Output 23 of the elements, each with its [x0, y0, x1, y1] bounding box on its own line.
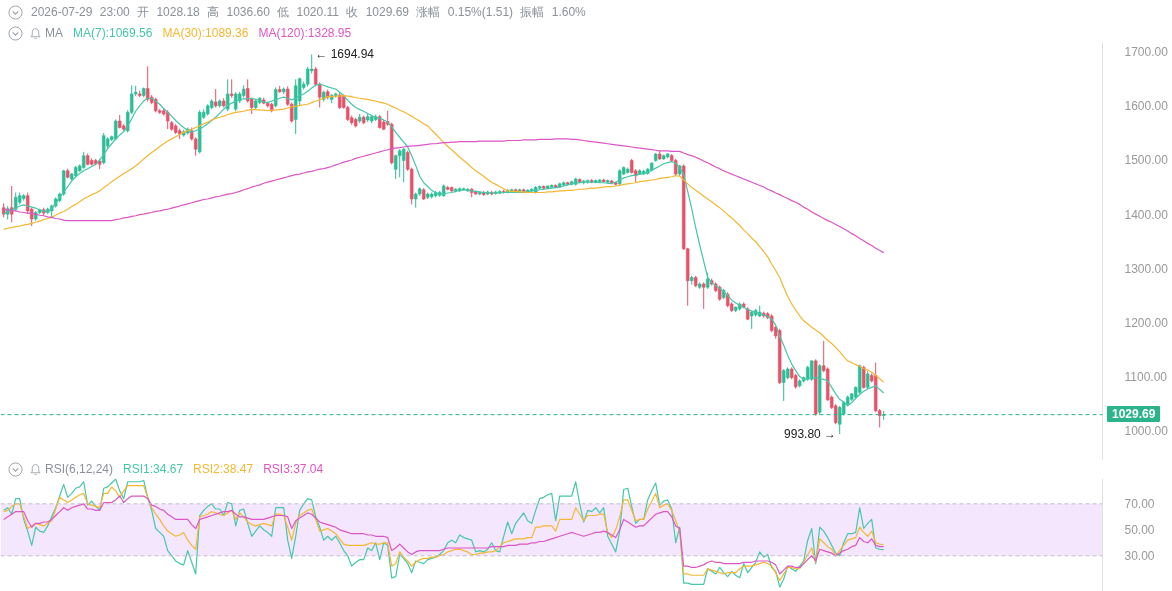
y-tick-label: 1000.00: [1124, 424, 1169, 439]
series-label: RSI1:34.67: [123, 461, 184, 478]
y-tick-label: 30.00: [1124, 549, 1155, 564]
y-tick-label: 1500.00: [1124, 153, 1169, 168]
y-tick-label: 1400.00: [1124, 207, 1169, 222]
y-tick-label: 1200.00: [1124, 315, 1169, 330]
text: RSI2:38.47: [193, 461, 254, 478]
annotation: 993.80 →: [784, 427, 837, 442]
chart-title: 2026-07-29 23:00 开 1028.18 高 1036.60 低 1020.11 收 1029.69 涨幅 0.15%(1.51) 振幅 1.60%: [31, 4, 586, 21]
y-tick-label: 1300.00: [1124, 261, 1169, 276]
y-tick-label: 1600.00: [1124, 99, 1169, 114]
text: MA(7):1069.56: [73, 25, 153, 42]
text: MA(120):1328.95: [258, 25, 352, 42]
text: RSI3:37.04: [263, 461, 324, 478]
legend-title: MA: [45, 25, 63, 42]
y-tick-label: 1700.00: [1124, 45, 1169, 60]
legend-title: RSI(6,12,24): [45, 461, 114, 478]
y-tick-label: 50.00: [1124, 523, 1155, 538]
y-tick-label: 70.00: [1124, 497, 1155, 512]
text: 1029.69: [1107, 406, 1161, 423]
annotation: ← 1694.94: [315, 47, 375, 62]
text: MA(30):1089.36: [162, 25, 249, 42]
y-tick-label: 1100.00: [1124, 370, 1168, 385]
